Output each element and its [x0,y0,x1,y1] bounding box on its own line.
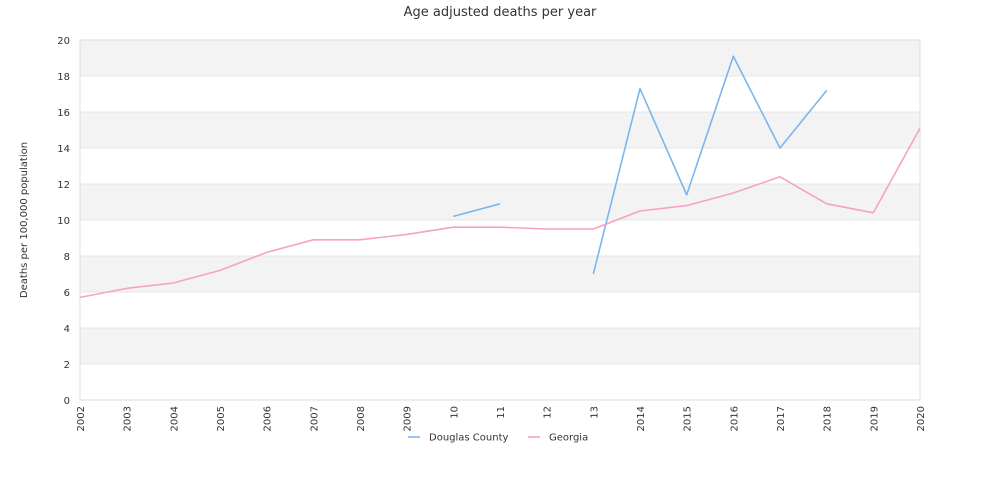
series-lines [79,55,921,299]
y-axis-label: Deaths per 100,000 population [19,142,30,298]
legend-label: Douglas County [429,433,508,444]
series-line-georgia [79,127,921,299]
plot-band [80,328,920,364]
y-tick-label: 20 [57,36,70,47]
x-tick-label: 12 [543,406,554,419]
y-tick-label: 18 [57,72,70,83]
x-tick-label: 2015 [683,406,694,431]
plot-band [80,40,920,76]
x-tick-label: 13 [589,406,600,419]
series-line-douglas-county [453,203,501,218]
y-tick-label: 6 [64,288,70,299]
series-line-douglas-county [592,55,828,275]
x-tick-label: 11 [496,406,507,419]
x-axis-ticks: 2002 2003 2004 2005 2006 2007 2008 2009 10 11 12 13… [76,406,927,431]
x-tick-label: 2007 [309,406,320,431]
y-tick-label: 14 [57,144,70,155]
x-tick-label: 2020 [916,406,927,431]
plot-bands [80,40,920,364]
plot-band [80,112,920,148]
legend: Douglas County Georgia [408,433,588,444]
y-tick-label: 16 [57,108,70,119]
y-tick-label: 10 [57,216,70,227]
x-tick-label: 2018 [823,406,834,431]
plot-band [80,256,920,292]
x-tick-label: 2004 [169,406,180,431]
y-tick-label: 4 [64,324,70,335]
x-tick-label: 2017 [776,406,787,431]
x-tick-label: 2006 [263,406,274,431]
x-tick-label: 2002 [76,406,87,431]
x-tick-label: 2016 [729,406,740,431]
y-tick-label: 0 [64,396,70,407]
y-tick-label: 2 [64,360,70,371]
x-tick-label: 2008 [356,406,367,431]
plot-band [80,184,920,220]
y-tick-label: 12 [57,180,70,191]
x-tick-label: 2019 [869,406,880,431]
x-tick-label: 2014 [636,406,647,431]
x-tick-label: 2003 [123,406,134,431]
legend-label: Georgia [549,433,588,444]
y-axis-ticks: 0 2 4 6 8 10 12 14 16 18 20 [57,36,70,407]
x-tick-label: 2009 [403,406,414,431]
y-tick-label: 8 [64,252,70,263]
chart-title: Age adjusted deaths per year [404,5,597,20]
x-tick-label: 10 [449,406,460,419]
plot-border [79,39,921,401]
x-tick-label: 2005 [216,406,227,431]
